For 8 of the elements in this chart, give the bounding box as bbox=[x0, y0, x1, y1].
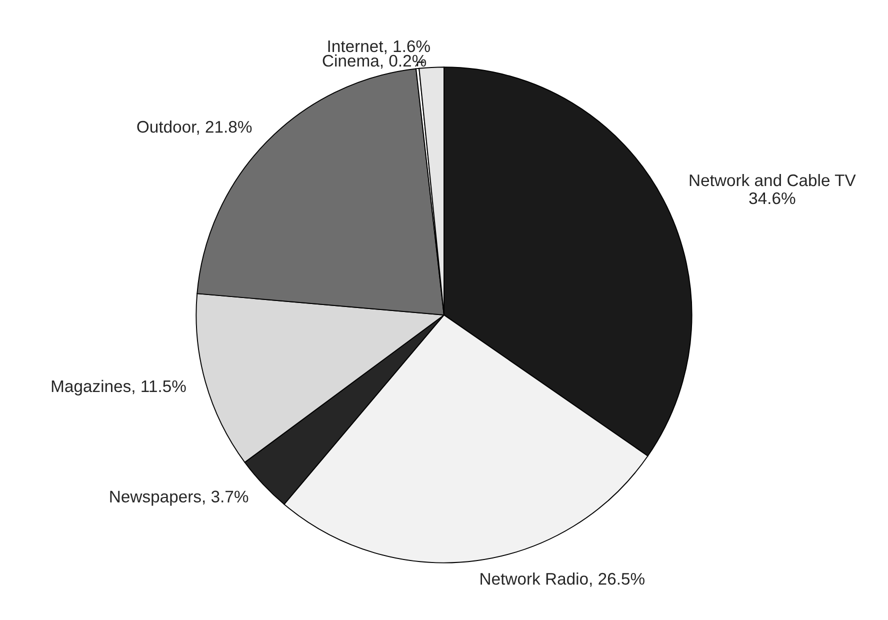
slice-label: Internet, 1.6% bbox=[328, 40, 430, 54]
data-label: 34.6% bbox=[749, 192, 796, 204]
slice-label: Cinema, 0.2% bbox=[322, 54, 426, 69]
slice-label: Network Radio, 26.5% bbox=[480, 572, 644, 587]
slice-label: Outdoor, 21.8% bbox=[137, 120, 252, 135]
slice-label: Newspapers, 3.7% bbox=[110, 490, 248, 506]
slice-label: Magazines, 11.5% bbox=[52, 380, 186, 396]
slice-label: Network and Cable TV bbox=[690, 174, 856, 186]
